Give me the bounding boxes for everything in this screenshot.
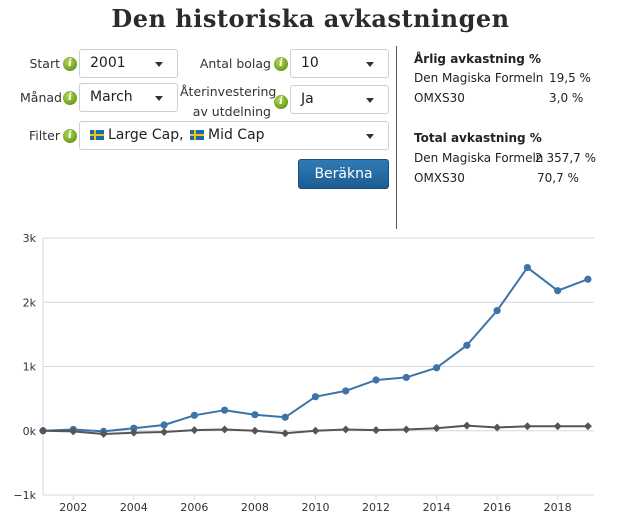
data-point	[553, 422, 562, 431]
filter-label: Filter	[29, 128, 60, 143]
chevron-down-icon	[366, 134, 374, 139]
x-tick-label: 2002	[59, 501, 87, 514]
chevron-down-icon	[366, 62, 374, 67]
start-select[interactable]: 2001	[79, 49, 178, 78]
x-tick-label: 2008	[241, 501, 269, 514]
data-point	[221, 406, 229, 414]
data-point	[190, 426, 199, 435]
data-point	[281, 429, 290, 438]
x-tick-label: 2014	[423, 501, 451, 514]
data-point	[402, 425, 411, 434]
x-axis-labels: 2002 2004 2006 2008 2010 2012 2014 2016 2018	[59, 501, 571, 514]
data-point	[402, 373, 410, 382]
manad-select-value: March	[90, 89, 133, 105]
data-point	[251, 411, 259, 419]
chart-series	[39, 263, 592, 438]
x-tick-label: 2016	[483, 501, 511, 514]
annual-row-name: Den Magiska Formeln	[414, 71, 544, 85]
data-point	[341, 425, 350, 434]
total-row-value: 2 357,7 %	[535, 151, 597, 165]
x-tick-label: 2006	[180, 501, 208, 514]
filter-select[interactable]: Large Cap, Mid Cap	[79, 121, 389, 150]
data-point	[523, 422, 532, 431]
chart-gridlines	[42, 237, 594, 500]
swedish-flag-icon	[189, 130, 204, 140]
data-point	[220, 425, 229, 434]
y-tick-label: 1k	[23, 361, 37, 374]
series-line	[42, 266, 589, 433]
data-point	[372, 426, 380, 435]
data-point	[554, 287, 562, 295]
data-point	[583, 422, 592, 431]
info-icon[interactable]: i	[63, 57, 77, 71]
x-tick-label: 2010	[301, 501, 329, 514]
annual-return-title: Årlig avkastning %	[414, 52, 542, 66]
chevron-down-icon	[155, 62, 163, 67]
data-point	[584, 275, 592, 283]
data-point	[160, 421, 168, 429]
data-point	[463, 341, 471, 349]
total-row-value: 70,7 %	[537, 171, 579, 185]
page-title: Den historiska avkastningen	[111, 4, 510, 33]
y-tick-label: 3k	[23, 232, 37, 245]
info-icon[interactable]: i	[63, 91, 77, 105]
x-tick-label: 2012	[362, 501, 390, 514]
chevron-down-icon	[366, 98, 374, 103]
x-tick-label: 2004	[120, 501, 148, 514]
data-point	[432, 364, 441, 372]
data-point	[129, 428, 138, 437]
info-icon[interactable]: i	[274, 95, 288, 109]
start-label: Start	[29, 56, 60, 71]
returns-chart: −1k 0k 1k 2k 3k 2002 2004 2006 2008 2010 2012 2014…	[13, 232, 594, 514]
data-point	[250, 426, 259, 435]
data-point	[342, 387, 350, 395]
chevron-down-icon	[155, 96, 163, 101]
data-point	[462, 421, 471, 430]
aterinvestering-label-line2: av utdelning	[192, 104, 271, 119]
data-point	[190, 411, 198, 419]
total-row-name: OMXS30	[414, 171, 465, 185]
info-icon[interactable]: i	[274, 57, 288, 71]
y-tick-label: 2k	[23, 296, 37, 309]
data-point	[493, 307, 501, 315]
annual-row-value: 3,0 %	[549, 91, 584, 105]
data-point	[523, 263, 531, 272]
info-icon[interactable]: i	[63, 129, 77, 143]
swedish-flag-icon	[90, 130, 104, 140]
data-point	[39, 426, 47, 435]
calculate-button[interactable]: Beräkna	[298, 159, 389, 189]
vertical-divider	[396, 46, 397, 229]
data-point	[281, 413, 289, 421]
y-axis-labels: −1k 0k 1k 2k 3k	[13, 232, 36, 502]
total-return-title: Total avkastning %	[414, 131, 542, 145]
antal-bolag-select[interactable]: 10	[290, 49, 389, 78]
y-tick-label: 0k	[23, 425, 37, 438]
data-point	[311, 426, 320, 435]
antal-bolag-label: Antal bolag	[199, 56, 271, 71]
data-point	[130, 424, 138, 432]
manad-label: Månad	[20, 90, 62, 105]
aterinvestering-select[interactable]: Ja	[290, 85, 389, 114]
x-tick-label: 2018	[544, 501, 572, 514]
total-row-name: Den Magiska Formeln	[414, 151, 544, 165]
data-point	[311, 393, 320, 401]
data-point	[493, 423, 502, 432]
aterinvestering-label: Återinvestering	[180, 84, 277, 99]
data-point	[432, 424, 441, 433]
annual-row-value: 19,5 %	[549, 71, 591, 85]
data-point	[372, 376, 380, 384]
data-point	[160, 428, 169, 436]
filter-value-large-cap: Large Cap,	[108, 127, 184, 143]
antal-bolag-select-value: 10	[301, 55, 319, 71]
aterinvestering-select-value: Ja	[301, 91, 314, 107]
annual-row-name: OMXS30	[414, 91, 465, 105]
start-select-value: 2001	[90, 55, 126, 71]
y-tick-label: −1k	[13, 489, 36, 502]
filter-value-mid-cap: Mid Cap	[207, 127, 265, 143]
manad-select[interactable]: March	[79, 83, 178, 112]
